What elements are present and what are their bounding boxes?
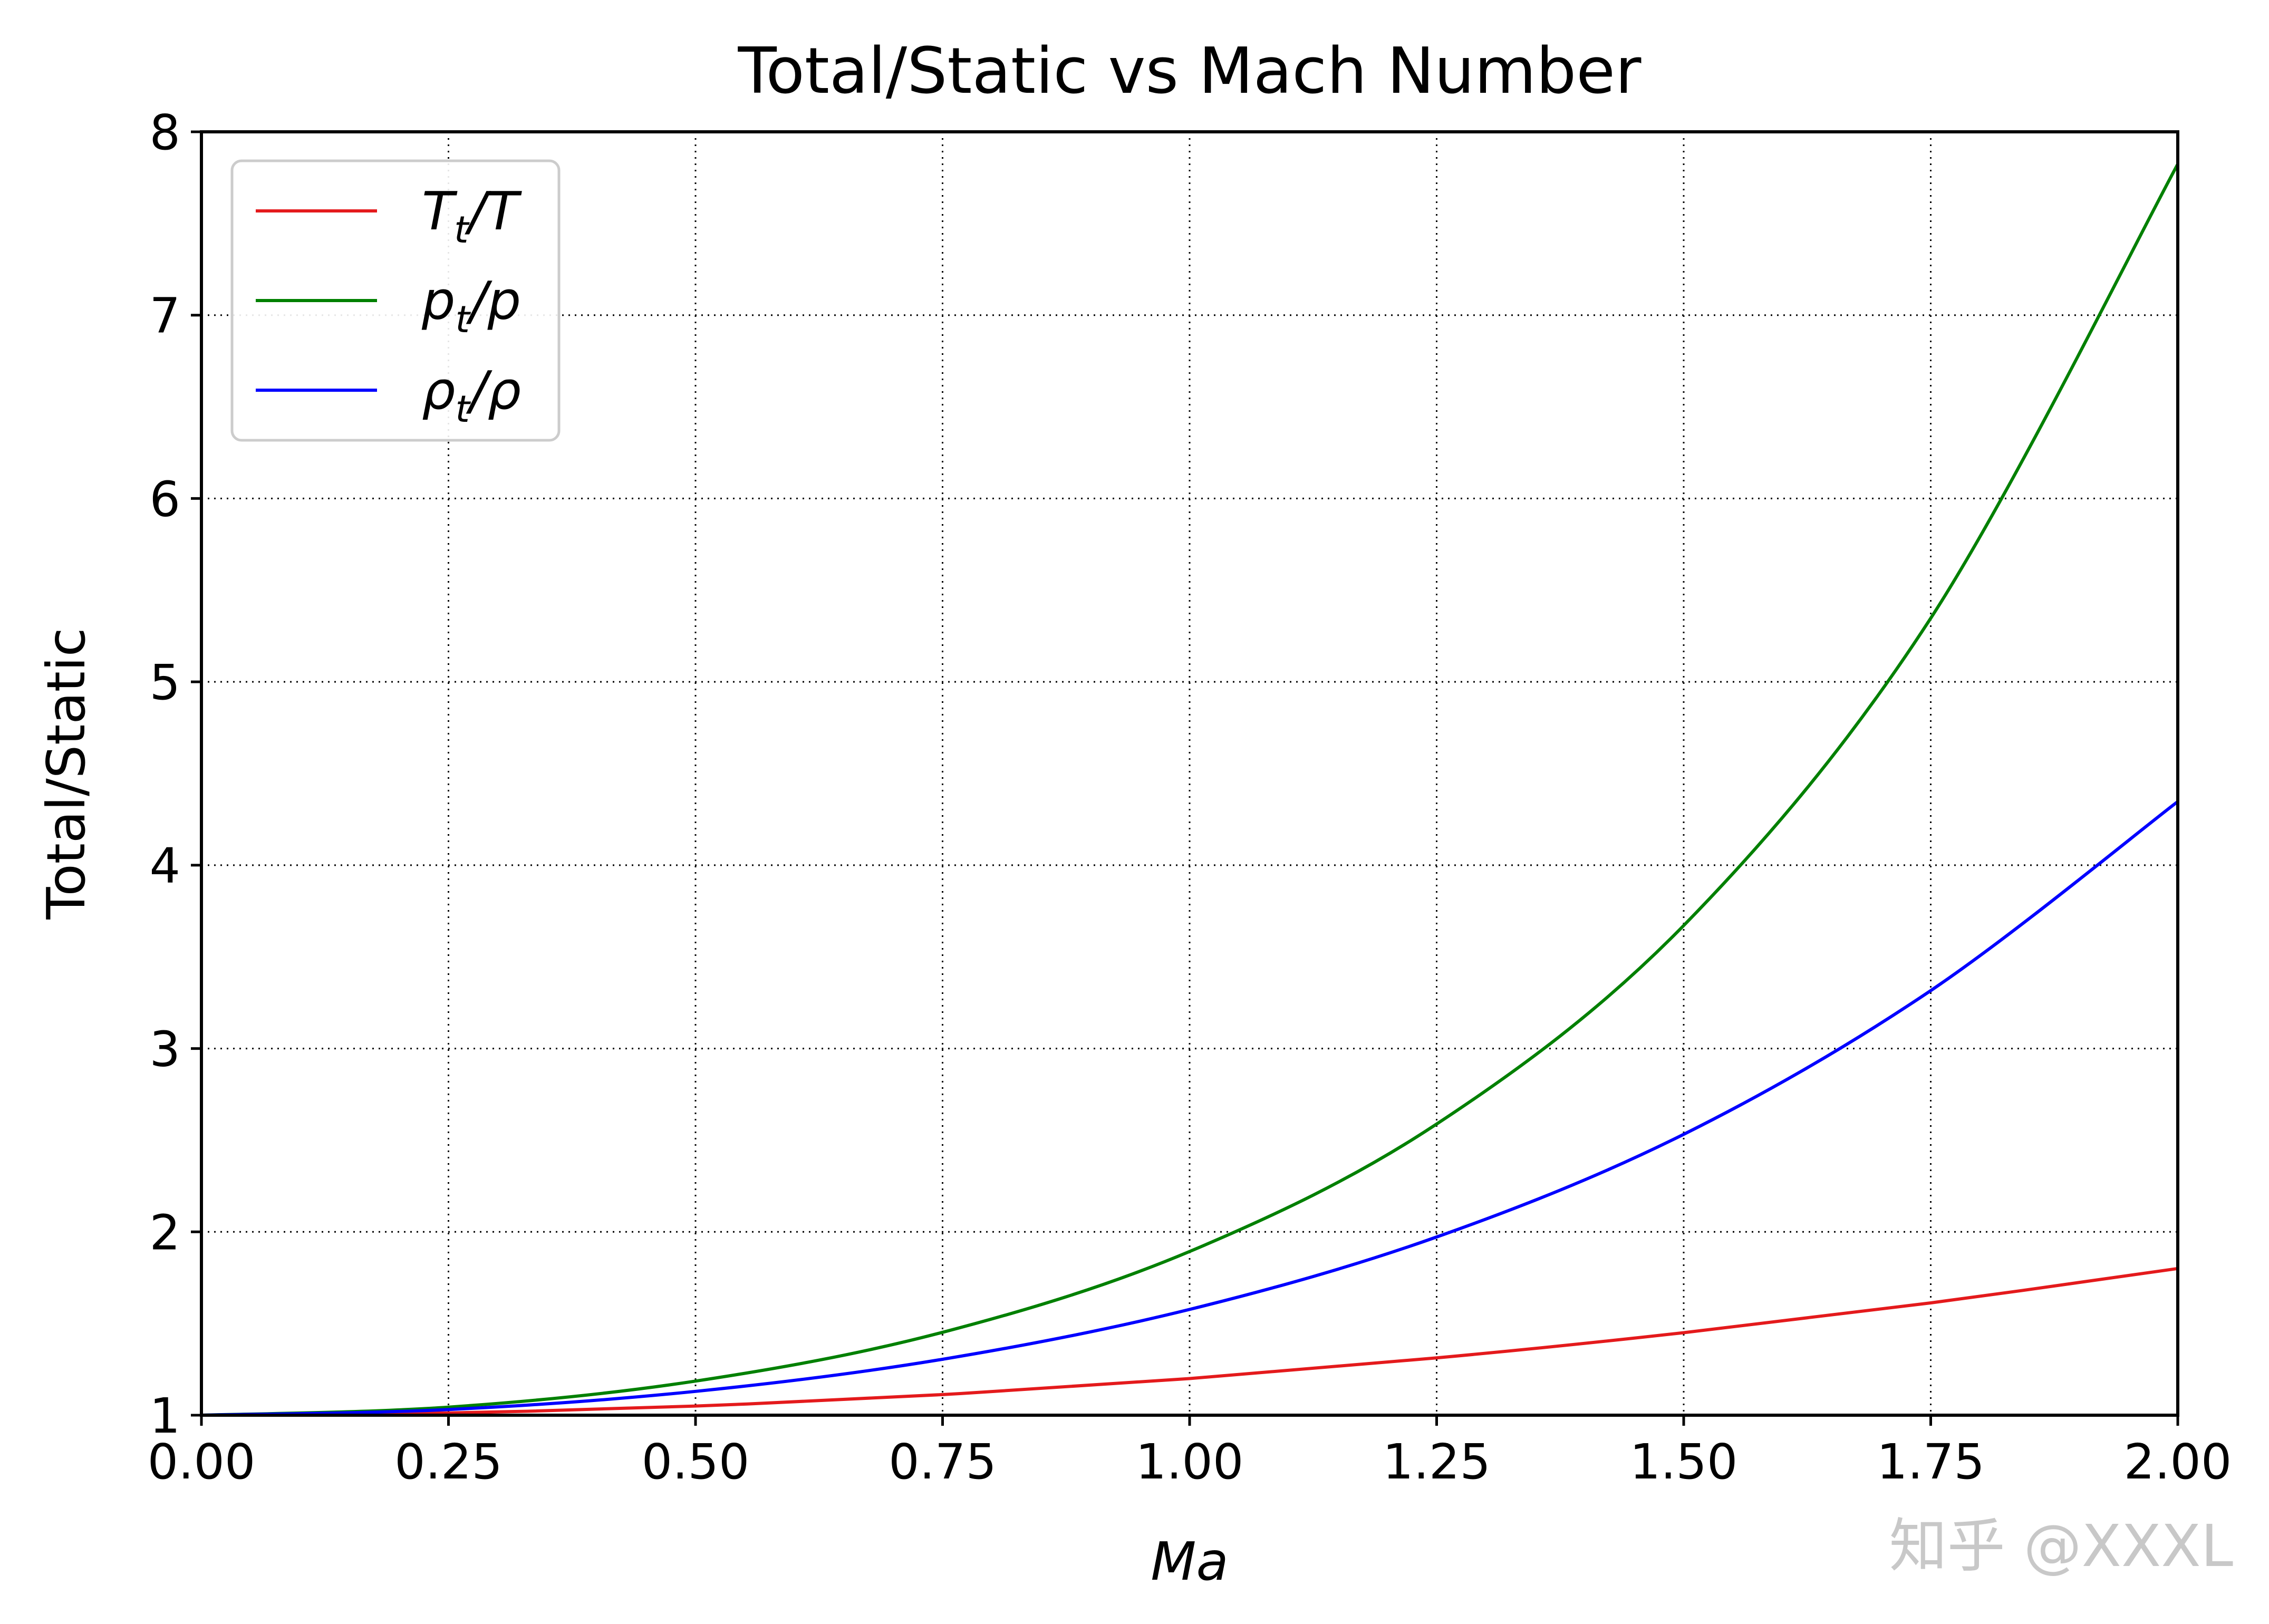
x-axis-label: Ma bbox=[1151, 1531, 1229, 1592]
y-tick-label: 1 bbox=[149, 1388, 180, 1444]
series-layer bbox=[201, 163, 2179, 1417]
x-tick-label: 1.00 bbox=[1136, 1434, 1244, 1490]
x-tick-label: 2.00 bbox=[2124, 1434, 2232, 1490]
legend-label-2: ρt/ρ bbox=[422, 360, 521, 431]
y-tick-label: 8 bbox=[149, 104, 180, 161]
legend: Tt/T pt/p ρt/ρ bbox=[230, 159, 561, 442]
legend-box bbox=[230, 159, 561, 442]
x-tick-label: 1.50 bbox=[1630, 1434, 1738, 1490]
watermark: 知乎 @XXXL bbox=[1889, 1512, 2233, 1580]
y-tick-label: 5 bbox=[149, 654, 180, 711]
series-line-1 bbox=[201, 163, 2179, 1417]
legend-label-0: Tt/T bbox=[422, 180, 522, 252]
x-tick-label: 0.25 bbox=[394, 1434, 503, 1490]
x-tick-label: 1.25 bbox=[1383, 1434, 1491, 1490]
chart-title: Total/Static vs Mach Number bbox=[738, 35, 1642, 108]
series-line-0 bbox=[201, 1267, 2178, 1417]
y-tick-label: 3 bbox=[149, 1021, 180, 1078]
y-tick-label: 7 bbox=[149, 288, 180, 344]
x-tick-label: 0.75 bbox=[889, 1434, 997, 1490]
x-tick-label: 0.00 bbox=[148, 1434, 256, 1490]
x-tick-label: 0.50 bbox=[642, 1434, 750, 1490]
y-tick-label: 4 bbox=[149, 838, 180, 894]
y-tick-label: 6 bbox=[149, 471, 180, 527]
y-axis: 1 2 3 4 5 6 7 8 bbox=[149, 104, 201, 1444]
x-tick-label: 1.75 bbox=[1877, 1434, 1985, 1490]
series-line-2 bbox=[201, 800, 2179, 1417]
x-axis: 0.00 0.25 0.50 0.75 1.00 1.25 1.50 1.75 2.00 bbox=[148, 1415, 2232, 1490]
y-tick-label: 2 bbox=[149, 1204, 180, 1261]
legend-label-1: pt/p bbox=[421, 270, 521, 341]
y-axis-label: Total/Static bbox=[35, 627, 97, 920]
